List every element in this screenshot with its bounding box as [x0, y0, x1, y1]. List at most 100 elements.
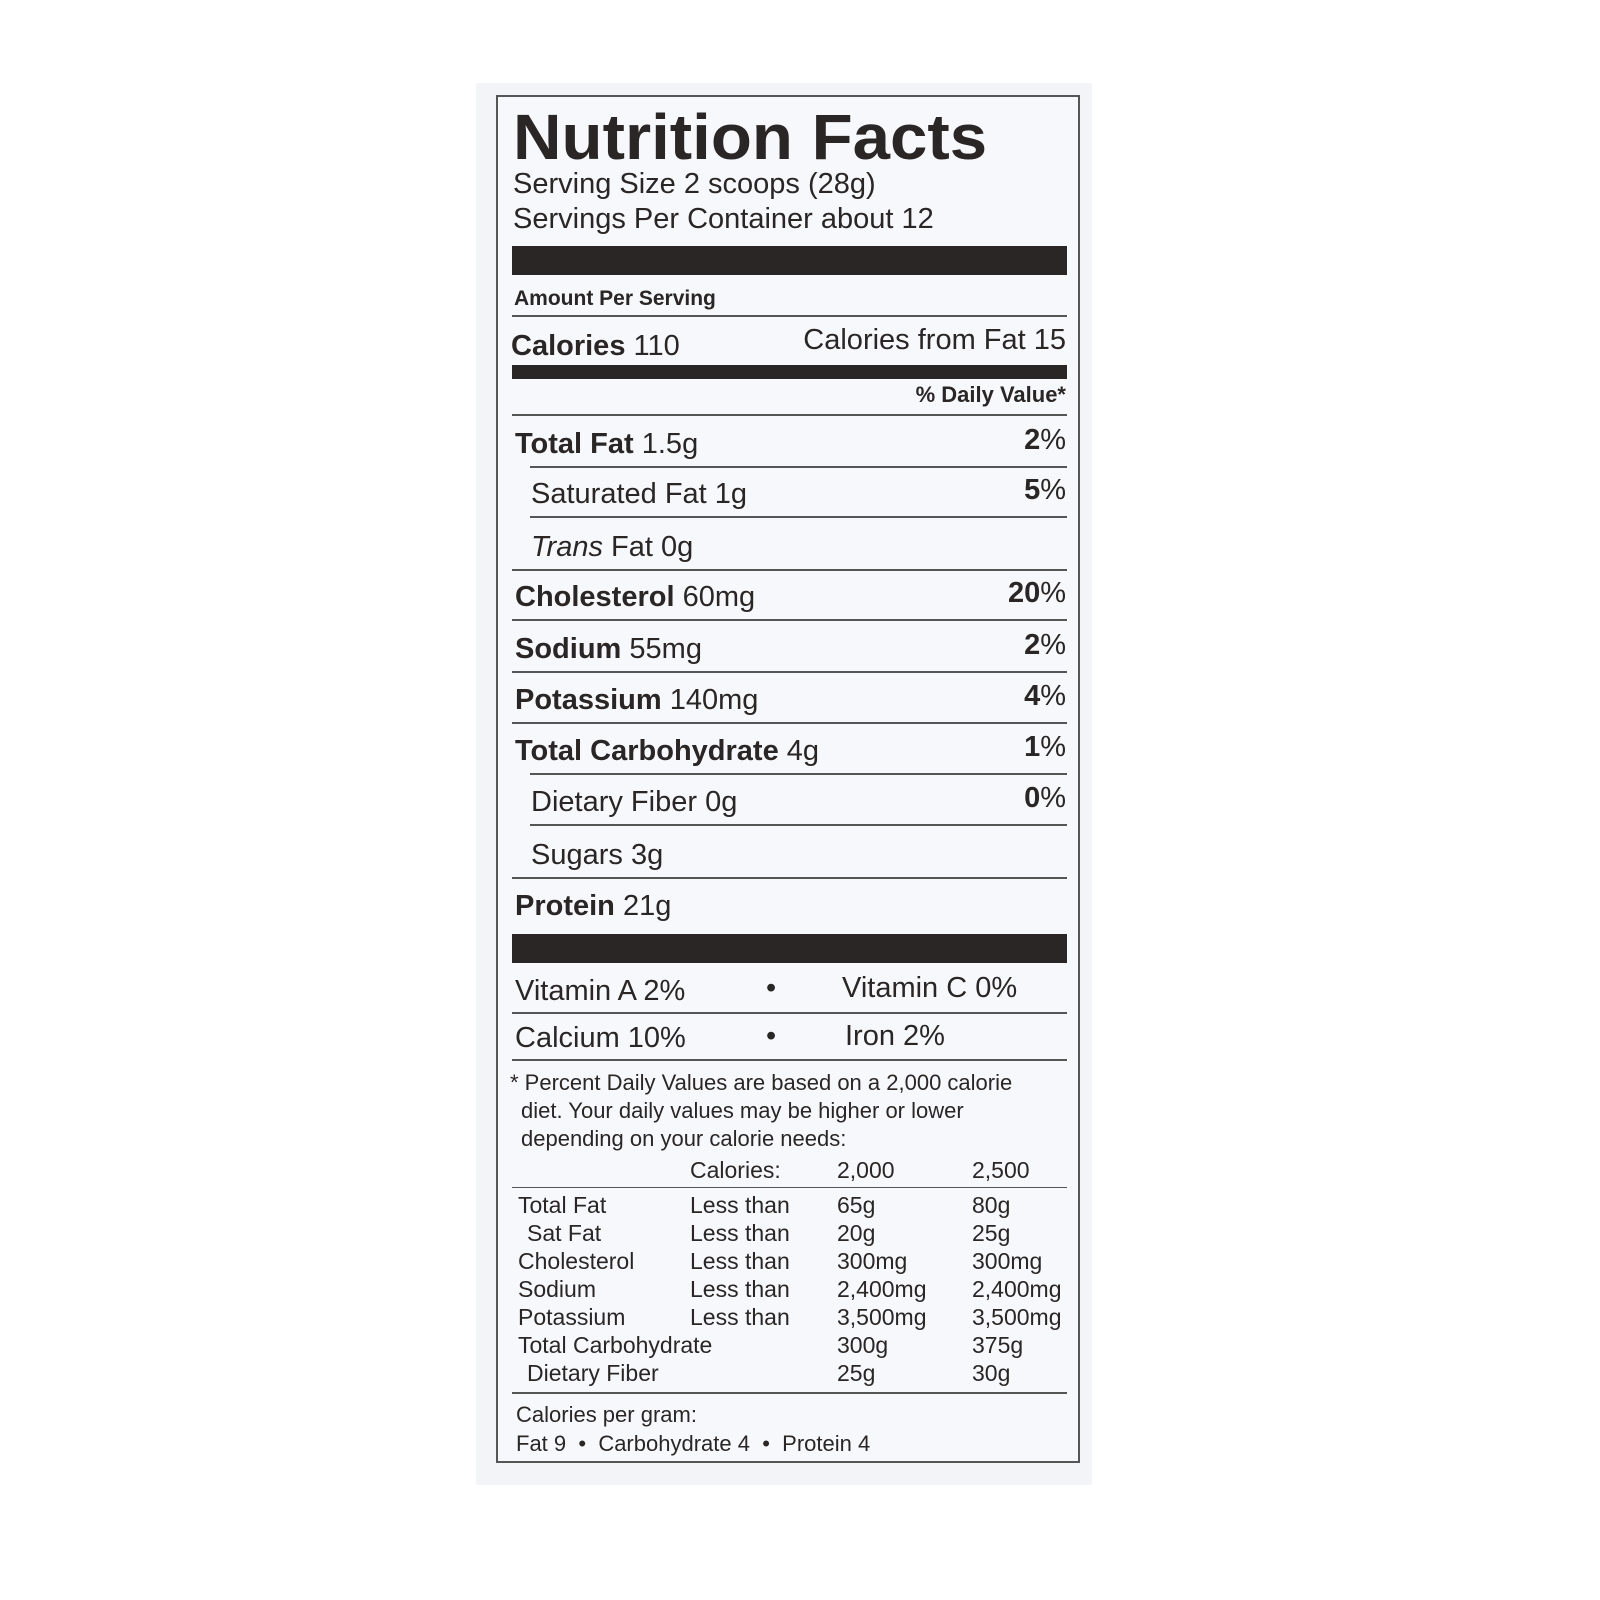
- daily-value-number: 2: [1024, 424, 1041, 456]
- nutrient-daily-value: 1%: [1024, 731, 1066, 764]
- dv-table-cell: Sat Fat: [527, 1220, 602, 1246]
- nutrient-label: Potassium: [515, 684, 662, 716]
- calories-row: Calories 110: [511, 330, 680, 363]
- nutrient-row: Sodium 55mg: [515, 633, 702, 666]
- dv-table-cell: 65g: [837, 1192, 876, 1218]
- bullet: •: [766, 1020, 777, 1052]
- divider: [512, 1012, 1067, 1014]
- divider: [512, 315, 1067, 317]
- dv-table-cell: Less than: [690, 1192, 790, 1218]
- nutrient-row: Dietary Fiber 0g: [531, 786, 737, 819]
- nutrient-daily-value: 20%: [1008, 577, 1066, 610]
- dv-table-cell: 25g: [837, 1360, 876, 1386]
- vitamin-c: Vitamin C 0%: [842, 972, 1018, 1004]
- dv-table-cell: 30g: [972, 1360, 1011, 1386]
- nutrient-daily-value: 0%: [1024, 782, 1066, 815]
- divider: [530, 466, 1067, 468]
- dv-table-cell: Sodium: [518, 1276, 596, 1302]
- dv-table-cell: 2,400mg: [972, 1276, 1062, 1302]
- nutrient-amount: 55mg: [629, 633, 702, 665]
- serving-size: Serving Size 2 scoops (28g): [513, 168, 876, 200]
- divider: [512, 671, 1067, 673]
- nutrient-daily-value: 4%: [1024, 680, 1066, 713]
- nutrient-amount: 1g: [714, 478, 748, 510]
- nutrient-row: Cholesterol 60mg: [515, 581, 755, 614]
- percent-sign: %: [1040, 782, 1066, 814]
- calories-value: 110: [633, 330, 680, 362]
- dv-table-cell: 2,400mg: [837, 1276, 927, 1302]
- label-title: Nutrition Facts: [513, 101, 988, 173]
- dv-table-cell: 375g: [972, 1332, 1024, 1358]
- dv-table-cell: 25g: [972, 1220, 1011, 1246]
- nutrient-daily-value: 2%: [1024, 629, 1066, 662]
- dv-table-cell: Potassium: [518, 1304, 626, 1330]
- percent-sign: %: [1040, 629, 1066, 661]
- calories-label: Calories: [511, 330, 626, 362]
- dv-table-cell: 300g: [837, 1332, 889, 1358]
- nutrient-label: Total Carbohydrate: [515, 735, 779, 767]
- calcium: Calcium 10%: [515, 1022, 686, 1054]
- divider: [512, 1392, 1067, 1394]
- divider: [512, 619, 1067, 621]
- nutrient-row: Potassium 140mg: [515, 684, 758, 717]
- dv-table-cell: 300mg: [972, 1248, 1043, 1274]
- nutrient-label: Saturated Fat: [531, 478, 707, 510]
- divider: [512, 414, 1067, 416]
- percent-sign: %: [1040, 577, 1066, 609]
- nutrient-row: Total Carbohydrate 4g: [515, 735, 819, 768]
- nutrient-label: Fat: [611, 531, 653, 563]
- footnote-line: * Percent Daily Values are based on a 2,…: [510, 1070, 1013, 1095]
- nutrient-amount: 1.5g: [641, 428, 699, 460]
- dv-table-cell: Less than: [690, 1248, 790, 1274]
- divider: [530, 773, 1067, 775]
- nutrient-amount: 4g: [786, 735, 820, 767]
- dv-table-cell: Less than: [690, 1220, 790, 1246]
- thick-divider: [512, 934, 1067, 963]
- dv-table-cell: Less than: [690, 1304, 790, 1330]
- bullet: •: [578, 1431, 587, 1456]
- calories-from-fat: Calories from Fat 15: [803, 324, 1066, 356]
- amount-per-serving: Amount Per Serving: [514, 287, 716, 310]
- nutrient-label: Sodium: [515, 633, 622, 665]
- daily-value-header: % Daily Value*: [915, 382, 1066, 407]
- dv-table-header: 2,500: [972, 1157, 1030, 1183]
- dv-table-cell: 80g: [972, 1192, 1011, 1218]
- divider: [512, 569, 1067, 571]
- nutrient-row: Protein 21g: [515, 890, 671, 923]
- percent-sign: %: [1040, 680, 1066, 712]
- iron: Iron 2%: [845, 1020, 945, 1052]
- servings-per-container: Servings Per Container about 12: [513, 203, 934, 235]
- nutrient-label: Protein: [515, 890, 615, 922]
- footnote-line: depending on your calorie needs:: [521, 1126, 847, 1151]
- dv-table-cell: Cholesterol: [518, 1248, 635, 1274]
- carb-per-gram: Carbohydrate 4: [598, 1431, 750, 1456]
- thick-divider: [512, 246, 1067, 275]
- dv-table-cell: Dietary Fiber: [527, 1360, 659, 1386]
- nutrition-label-border: [496, 95, 1080, 1463]
- dv-table-cell: Total Carbohydrate: [518, 1332, 713, 1358]
- dv-table-header: 2,000: [837, 1157, 895, 1183]
- vitamin-a: Vitamin A 2%: [515, 975, 686, 1007]
- nutrient-amount: 0g: [705, 786, 738, 818]
- nutrient-row: Sugars 3g: [531, 839, 663, 872]
- daily-value-number: 5: [1024, 474, 1041, 506]
- divider: [512, 877, 1067, 879]
- calories-per-gram-label: Calories per gram:: [516, 1402, 697, 1427]
- nutrient-label: Sugars: [531, 839, 623, 871]
- nutrient-daily-value: 2%: [1024, 424, 1066, 457]
- nutrient-amount: 21g: [622, 890, 672, 922]
- nutrient-row: Saturated Fat 1g: [531, 478, 747, 511]
- nutrient-amount: 0g: [661, 531, 694, 563]
- nutrient-label: Cholesterol: [515, 581, 675, 613]
- nutrient-amount: 3g: [630, 839, 664, 871]
- dv-table-cell: 3,500mg: [837, 1304, 927, 1330]
- fat-per-gram: Fat 9: [516, 1431, 567, 1456]
- nutrient-amount: 140mg: [669, 684, 759, 716]
- nutrient-amount: 60mg: [682, 581, 756, 613]
- bullet: •: [766, 972, 777, 1004]
- medium-divider: [512, 365, 1067, 379]
- divider: [512, 1187, 1067, 1188]
- dv-table-cell: 20g: [837, 1220, 876, 1246]
- bullet: •: [762, 1431, 770, 1456]
- divider: [530, 516, 1067, 518]
